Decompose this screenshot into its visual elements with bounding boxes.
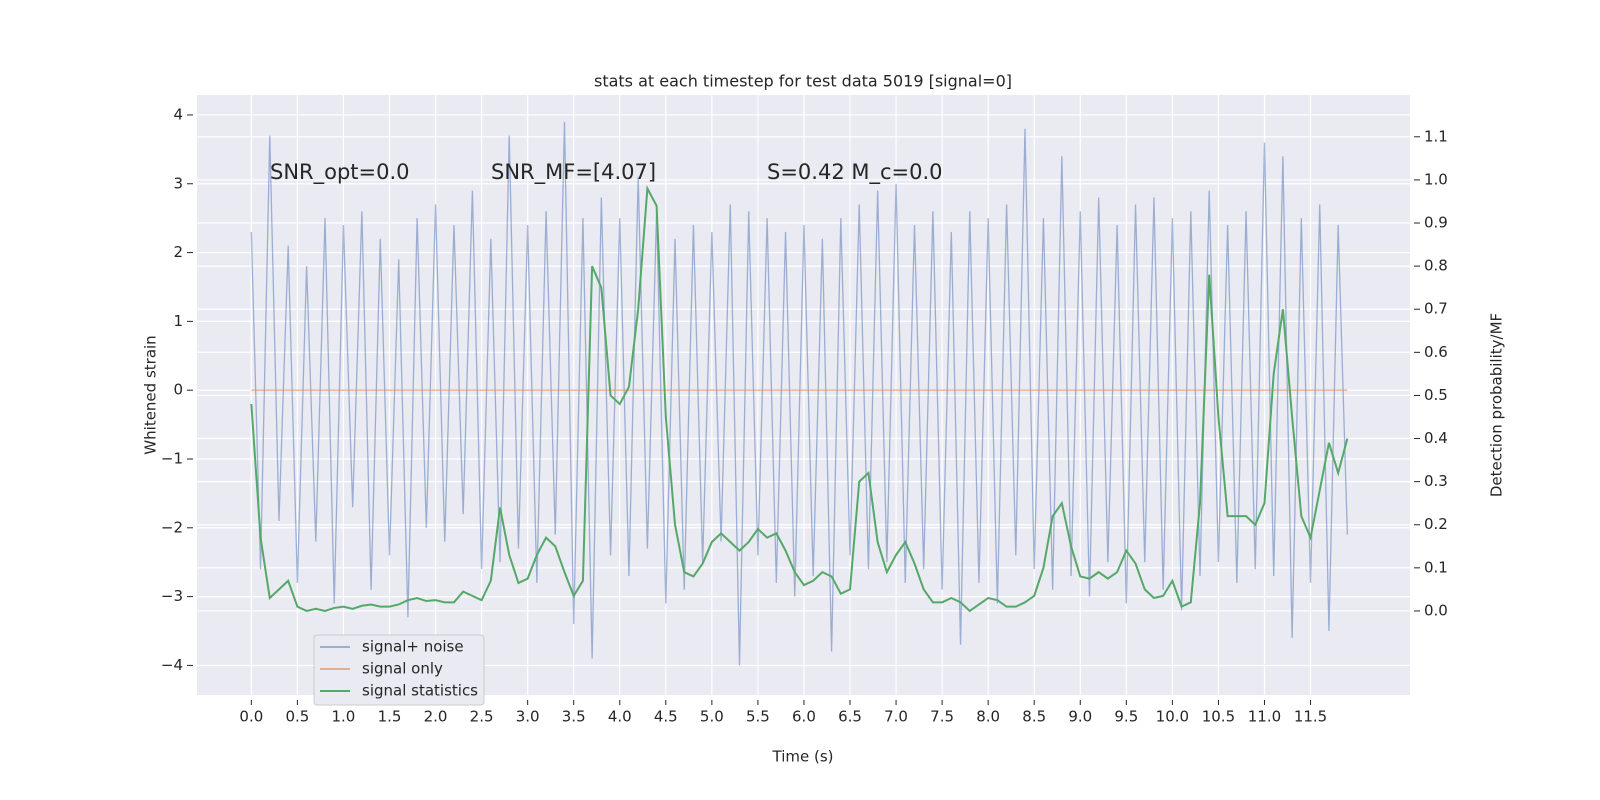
annotation: SNR_MF=[4.07] (491, 160, 656, 185)
x-tick-label: 7.5 (930, 708, 954, 726)
y2-tick-label: 0.5 (1424, 386, 1448, 404)
legend-label: signal+ noise (362, 638, 464, 656)
x-tick-label: 2.5 (470, 708, 494, 726)
x-tick-label: 1.5 (378, 708, 402, 726)
x-tick-label: 6.5 (838, 708, 862, 726)
x-tick-label: 10.5 (1202, 708, 1235, 726)
x-axis-label: Time (s) (772, 748, 834, 766)
x-tick-label: 5.0 (700, 708, 724, 726)
x-tick-label: 1.0 (332, 708, 356, 726)
y-tick-label: 0 (173, 381, 183, 399)
series-line (250, 185, 1349, 613)
y-tick-label: 2 (173, 243, 183, 261)
x-tick-label: 11.5 (1294, 708, 1327, 726)
y-tick-label: −2 (161, 518, 183, 536)
y2-axis-label: Detection probability/MF (1488, 313, 1506, 497)
x-tick-label: 3.5 (562, 708, 586, 726)
x-tick-label: 8.5 (1022, 708, 1046, 726)
y2-tick-label: 1.0 (1424, 170, 1448, 188)
y2-tick-label: 0.1 (1424, 558, 1448, 576)
y2-tick-label: 0.6 (1424, 343, 1448, 361)
x-tick-label: 10.0 (1156, 708, 1189, 726)
y2-tick-label: 0.4 (1424, 429, 1448, 447)
x-tick-label: 4.5 (654, 708, 678, 726)
x-tick-label: 9.5 (1114, 708, 1138, 726)
series-line (250, 121, 1349, 666)
y2-tick-label: 0.3 (1424, 472, 1448, 490)
x-tick-label: 5.5 (746, 708, 770, 726)
annotation: S=0.42 M_c=0.0 (767, 160, 943, 185)
x-tick-label: 2.0 (424, 708, 448, 726)
chart-title: stats at each timestep for test data 501… (594, 72, 1012, 91)
y2-tick-label: 0.7 (1424, 300, 1448, 318)
annotation: SNR_opt=0.0 (270, 160, 410, 185)
x-tick-label: 4.0 (608, 708, 632, 726)
x-tick-label: 0.5 (285, 708, 309, 726)
y2-tick-label: 0.9 (1424, 214, 1448, 232)
x-tick-label: 6.0 (792, 708, 816, 726)
x-tick-label: 7.0 (884, 708, 908, 726)
x-tick-label: 9.0 (1068, 708, 1092, 726)
y-tick-label: −3 (161, 587, 183, 605)
x-tick-label: 0.0 (239, 708, 263, 726)
x-tick-label: 8.0 (976, 708, 1000, 726)
y-tick-label: 4 (173, 105, 183, 123)
y-tick-label: −4 (161, 656, 183, 674)
x-tick-label: 3.0 (516, 708, 540, 726)
y2-tick-label: 1.1 (1424, 127, 1448, 145)
y-tick-label: 1 (173, 312, 183, 330)
y-tick-label: −1 (161, 449, 183, 467)
legend-label: signal only (362, 660, 443, 678)
y2-tick-label: 0.2 (1424, 515, 1448, 533)
x-tick-label: 11.0 (1248, 708, 1281, 726)
y2-tick-label: 0.0 (1424, 601, 1448, 619)
legend-box (313, 634, 485, 706)
y-tick-label: 3 (173, 174, 183, 192)
legend-label: signal statistics (362, 682, 478, 700)
y2-tick-label: 0.8 (1424, 257, 1448, 275)
y-axis-label: Whitened strain (142, 335, 160, 454)
